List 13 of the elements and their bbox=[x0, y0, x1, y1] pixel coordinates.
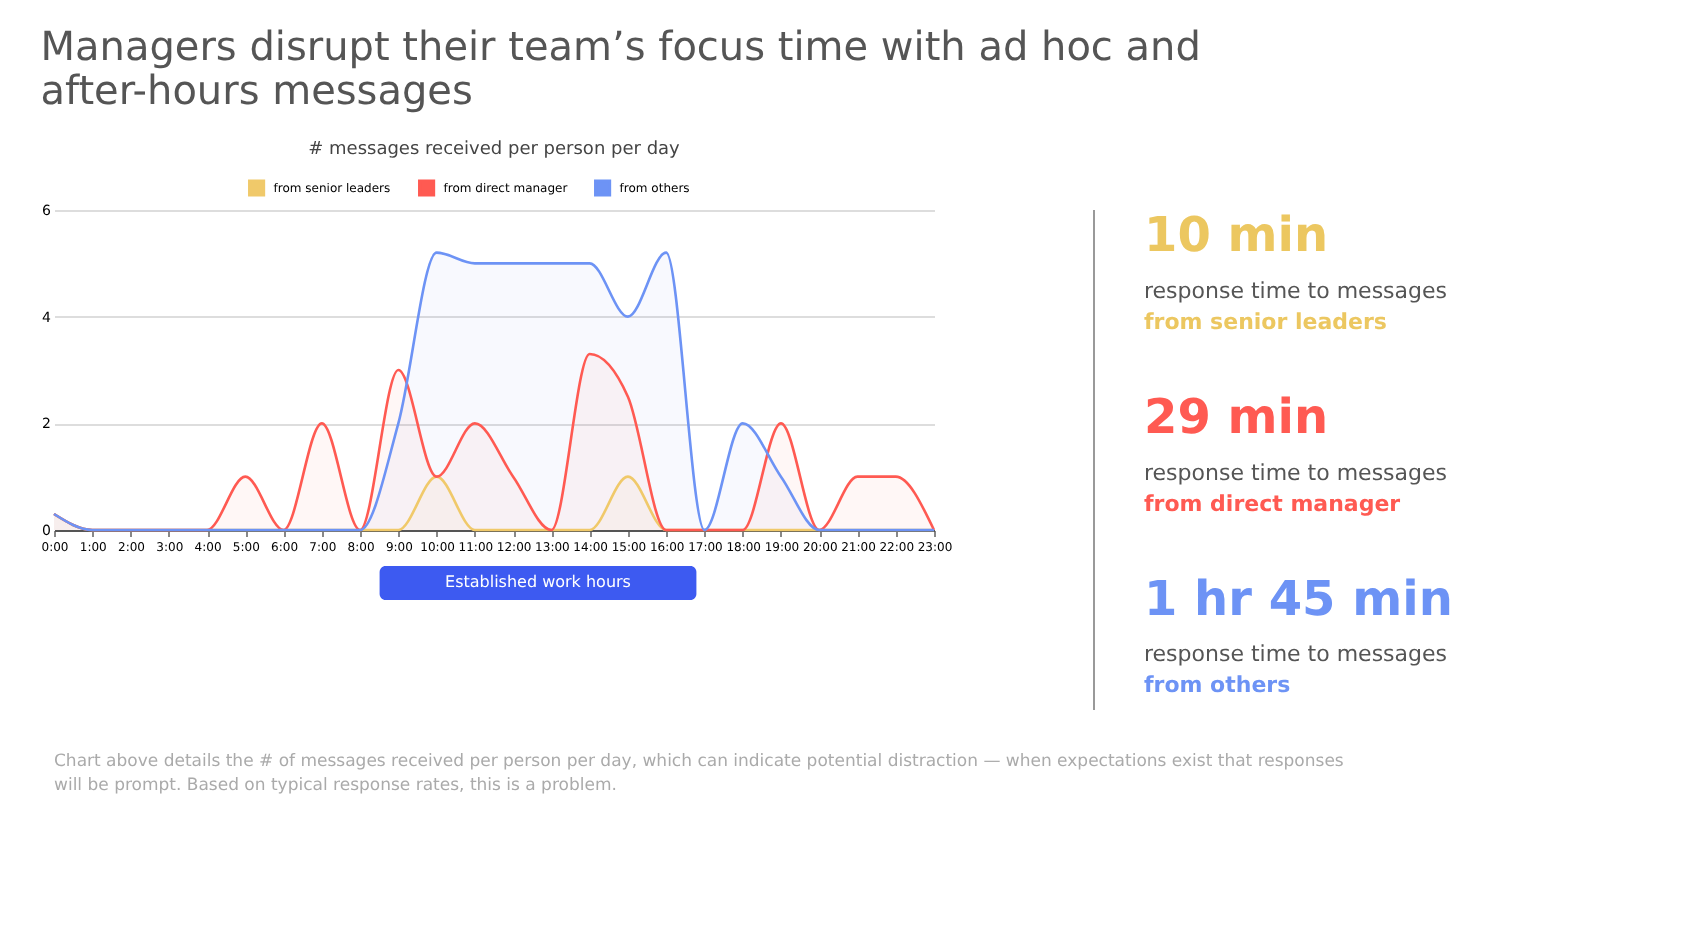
text: from direct manager bbox=[1144, 490, 1402, 517]
text: Chart above details the # of messages received per person per day, which can indicate potential distraction — when expectations exist that responses will be prompt. Based on typical response rates, this is a problem. bbox=[54, 752, 1345, 796]
text: from senior leaders bbox=[1144, 308, 1388, 335]
category-label: 1 hr 45 min bbox=[1144, 570, 1453, 627]
category-label: 29 min bbox=[1144, 389, 1329, 446]
text: response time to messages bbox=[1144, 277, 1448, 304]
text: response time to messages bbox=[1144, 459, 1448, 486]
chart-title: Managers disrupt their team’s focus time with ad hoc and after-hours messages bbox=[40, 22, 1201, 114]
category-label: 10 min bbox=[1144, 207, 1329, 264]
text: response time to messages bbox=[1144, 641, 1448, 668]
text: from others bbox=[1144, 672, 1292, 699]
chart-subtitle: # messages received per person per day bbox=[308, 140, 682, 160]
text: Established work hours bbox=[445, 573, 631, 591]
